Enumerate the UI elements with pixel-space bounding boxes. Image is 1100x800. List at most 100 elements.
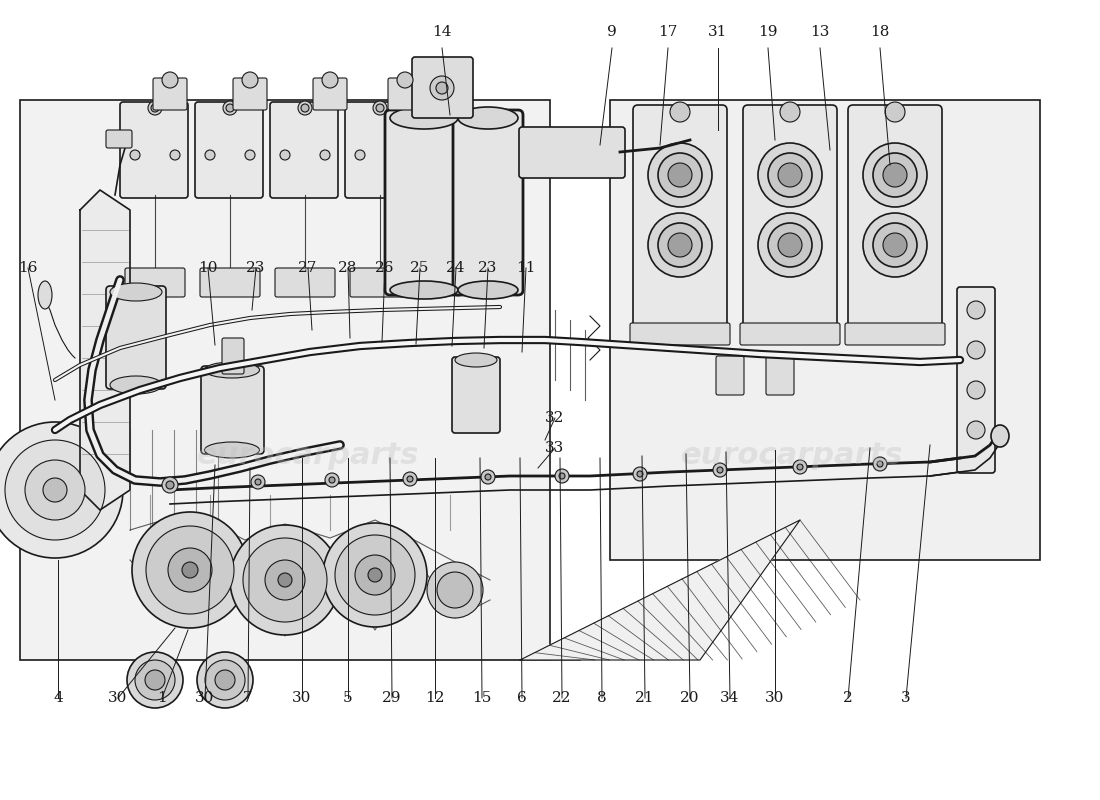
Circle shape	[242, 72, 258, 88]
Circle shape	[877, 461, 883, 467]
Circle shape	[886, 102, 905, 122]
Circle shape	[245, 150, 255, 160]
Circle shape	[146, 526, 234, 614]
Text: 33: 33	[546, 441, 564, 455]
Circle shape	[395, 150, 405, 160]
Text: 2: 2	[843, 691, 852, 705]
Circle shape	[637, 471, 644, 477]
Circle shape	[407, 476, 412, 482]
Circle shape	[301, 104, 309, 112]
Circle shape	[632, 467, 647, 481]
Circle shape	[768, 153, 812, 197]
Circle shape	[427, 562, 483, 618]
FancyBboxPatch shape	[233, 78, 267, 110]
Text: 18: 18	[870, 25, 890, 39]
Circle shape	[648, 143, 712, 207]
Circle shape	[430, 76, 454, 100]
Circle shape	[205, 150, 214, 160]
FancyBboxPatch shape	[201, 366, 264, 454]
Circle shape	[162, 477, 178, 493]
Circle shape	[873, 223, 917, 267]
Circle shape	[25, 460, 85, 520]
Ellipse shape	[39, 281, 52, 309]
Circle shape	[265, 560, 305, 600]
Circle shape	[151, 104, 160, 112]
Text: 30: 30	[766, 691, 784, 705]
FancyBboxPatch shape	[740, 323, 840, 345]
Ellipse shape	[991, 425, 1009, 447]
Circle shape	[403, 472, 417, 486]
Circle shape	[485, 474, 491, 480]
Circle shape	[214, 670, 235, 690]
Circle shape	[967, 381, 984, 399]
Text: 22: 22	[552, 691, 572, 705]
Text: 19: 19	[758, 25, 778, 39]
FancyBboxPatch shape	[742, 105, 837, 335]
Circle shape	[556, 469, 569, 483]
FancyBboxPatch shape	[106, 286, 166, 389]
FancyBboxPatch shape	[452, 357, 500, 433]
Circle shape	[798, 464, 803, 470]
Text: 30: 30	[196, 691, 214, 705]
FancyBboxPatch shape	[125, 268, 185, 297]
Text: 24: 24	[447, 261, 465, 275]
Circle shape	[481, 470, 495, 484]
Circle shape	[135, 660, 175, 700]
Circle shape	[324, 473, 339, 487]
Circle shape	[226, 104, 234, 112]
Circle shape	[758, 143, 822, 207]
Circle shape	[376, 104, 384, 112]
Text: 15: 15	[472, 691, 492, 705]
FancyBboxPatch shape	[20, 100, 550, 660]
Circle shape	[758, 213, 822, 277]
FancyBboxPatch shape	[388, 78, 422, 110]
FancyBboxPatch shape	[385, 110, 463, 295]
Circle shape	[883, 233, 908, 257]
Circle shape	[873, 457, 887, 471]
FancyBboxPatch shape	[345, 102, 412, 198]
Circle shape	[329, 477, 336, 483]
FancyBboxPatch shape	[957, 287, 996, 473]
Text: eurocarparts: eurocarparts	[197, 442, 419, 470]
Text: 13: 13	[811, 25, 829, 39]
Circle shape	[768, 223, 812, 267]
Text: 9: 9	[607, 25, 617, 39]
Circle shape	[280, 150, 290, 160]
Circle shape	[197, 652, 253, 708]
FancyBboxPatch shape	[453, 110, 522, 295]
Text: 23: 23	[478, 261, 497, 275]
FancyBboxPatch shape	[153, 78, 187, 110]
Circle shape	[166, 481, 174, 489]
Circle shape	[322, 72, 338, 88]
Ellipse shape	[110, 376, 162, 394]
Circle shape	[170, 150, 180, 160]
Text: 11: 11	[516, 261, 536, 275]
Text: 1: 1	[157, 691, 167, 705]
Ellipse shape	[390, 281, 458, 299]
Circle shape	[43, 478, 67, 502]
Circle shape	[648, 213, 712, 277]
Circle shape	[355, 150, 365, 160]
FancyBboxPatch shape	[350, 268, 410, 297]
Circle shape	[278, 573, 292, 587]
Circle shape	[130, 150, 140, 160]
Circle shape	[298, 101, 312, 115]
Text: 26: 26	[375, 261, 395, 275]
Circle shape	[373, 101, 387, 115]
Circle shape	[436, 82, 448, 94]
Circle shape	[323, 523, 427, 627]
Text: 7: 7	[243, 691, 253, 705]
Circle shape	[126, 652, 183, 708]
Circle shape	[658, 223, 702, 267]
Circle shape	[967, 301, 984, 319]
Circle shape	[182, 562, 198, 578]
Text: 25: 25	[410, 261, 430, 275]
Circle shape	[230, 525, 340, 635]
Circle shape	[864, 213, 927, 277]
Text: 23: 23	[246, 261, 266, 275]
Text: 10: 10	[198, 261, 218, 275]
Circle shape	[145, 670, 165, 690]
Text: 27: 27	[298, 261, 318, 275]
Text: 3: 3	[901, 691, 911, 705]
Text: 17: 17	[658, 25, 678, 39]
